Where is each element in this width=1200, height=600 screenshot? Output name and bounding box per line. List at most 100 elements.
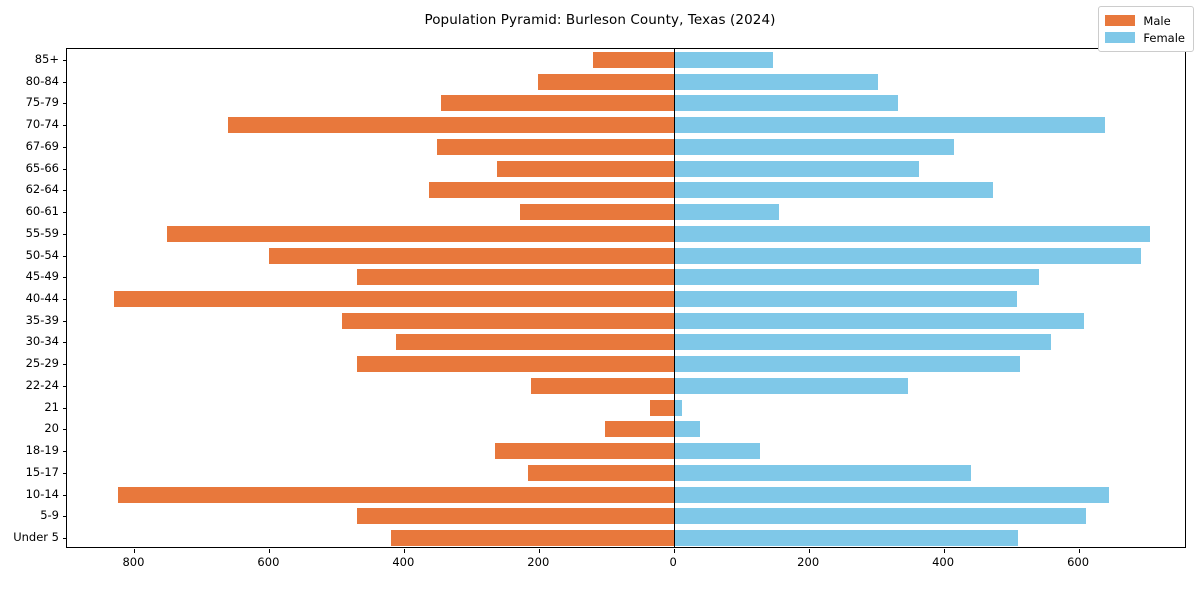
- y-axis-tick-label: 65-66: [25, 160, 59, 175]
- bar-male: [497, 160, 675, 177]
- y-axis-tick-label: 21: [44, 399, 59, 414]
- bar-male: [531, 377, 675, 394]
- bar-female: [674, 508, 1086, 525]
- y-axis-tick: [63, 472, 67, 474]
- x-axis-tick-label: 800: [122, 555, 145, 569]
- x-axis-tick-label: 200: [527, 555, 550, 569]
- y-axis-tick-label: 40-44: [25, 291, 59, 305]
- bar-female: [674, 530, 1019, 547]
- bar-male: [429, 182, 675, 199]
- y-axis-tick: [63, 342, 67, 344]
- x-axis-tick-label: 0: [669, 555, 677, 569]
- legend-swatch-male: [1105, 15, 1136, 26]
- bar-male: [228, 117, 675, 134]
- x-axis-tick: [269, 549, 271, 553]
- x-axis-tick: [674, 549, 676, 553]
- bar-male: [342, 312, 675, 329]
- y-axis-tick: [63, 538, 67, 540]
- x-axis-tick: [944, 549, 946, 553]
- x-axis-tick: [539, 549, 541, 553]
- y-axis-tick-label: 5-9: [40, 508, 59, 523]
- x-axis-tick: [1079, 549, 1081, 553]
- x-axis-tick-label: 400: [392, 555, 415, 569]
- bar-female: [674, 225, 1150, 242]
- y-axis-tick-label: 15-17: [25, 464, 59, 479]
- legend-label-female: Female: [1143, 30, 1185, 45]
- bar-male: [649, 399, 675, 416]
- bar-female: [674, 421, 700, 438]
- y-axis-tick: [63, 59, 67, 61]
- bar-female: [674, 291, 1017, 307]
- y-axis-tick: [63, 429, 67, 431]
- bar-female: [674, 312, 1085, 329]
- bar-female: [674, 269, 1039, 286]
- bar-female: [674, 464, 972, 481]
- bar-male: [593, 51, 675, 68]
- bar-female: [674, 138, 955, 155]
- bar-male: [520, 204, 675, 221]
- y-axis-tick: [63, 233, 67, 235]
- x-axis-tick-label: 400: [932, 555, 955, 569]
- bar-male: [166, 225, 675, 242]
- legend-label-male: Male: [1143, 13, 1171, 28]
- x-axis-tick-label: 600: [1067, 555, 1090, 569]
- y-axis-tick-label: 20: [44, 421, 59, 436]
- y-axis-tick: [63, 385, 67, 387]
- y-axis-tick-label: 55-59: [25, 225, 59, 240]
- y-axis-tick-label: 45-49: [25, 269, 59, 284]
- x-axis-tick: [134, 549, 136, 553]
- y-axis-tick: [63, 320, 67, 322]
- y-axis-tick-label: 85+: [34, 51, 59, 66]
- y-axis-tick-label: 80-84: [25, 73, 59, 88]
- y-axis-tick-label: 18-19: [25, 443, 59, 458]
- bar-male: [357, 508, 675, 525]
- y-axis-tick-label: 25-29: [25, 356, 59, 371]
- y-axis-tick-label: 50-54: [25, 247, 59, 262]
- bar-male: [537, 73, 675, 90]
- y-axis-tick: [63, 190, 67, 192]
- bar-female: [674, 443, 760, 460]
- x-axis-tick-label: 600: [257, 555, 280, 569]
- bar-male: [357, 269, 675, 286]
- bar-male: [527, 464, 675, 481]
- bar-male: [436, 138, 675, 155]
- bar-male: [495, 443, 675, 460]
- y-axis-tick: [63, 516, 67, 518]
- bar-male: [357, 356, 675, 373]
- legend-swatch-female: [1105, 32, 1136, 43]
- x-axis-tick-label: 200: [797, 555, 820, 569]
- chart-legend[interactable]: Male Female: [1098, 6, 1194, 52]
- bar-female: [674, 73, 878, 90]
- bar-female: [674, 95, 899, 112]
- bar-male: [605, 421, 675, 438]
- bar-female: [674, 356, 1020, 373]
- y-axis-tick-label: 67-69: [25, 138, 59, 153]
- bar-male: [441, 95, 675, 112]
- y-axis-tick-label: 30-34: [25, 334, 59, 349]
- bar-female: [674, 51, 774, 68]
- x-axis-tick: [809, 549, 811, 553]
- bar-female: [674, 334, 1051, 351]
- y-axis-tick: [63, 451, 67, 453]
- y-axis-tick: [63, 277, 67, 279]
- bar-male: [118, 486, 675, 503]
- bar-female: [674, 204, 779, 221]
- y-axis-tick: [63, 364, 67, 366]
- y-axis-tick: [63, 299, 67, 300]
- bar-female: [674, 182, 994, 199]
- y-axis-tick-label: 60-61: [25, 204, 59, 219]
- y-axis-tick: [63, 168, 67, 170]
- bar-female: [674, 486, 1110, 503]
- y-axis-tick-label: 62-64: [25, 182, 59, 197]
- bars-layer: [67, 49, 1185, 547]
- bar-male: [395, 334, 675, 351]
- y-axis-tick: [63, 103, 67, 105]
- legend-entry-female: Female: [1105, 29, 1185, 46]
- bar-female: [674, 399, 683, 416]
- x-axis-tick: [404, 549, 406, 553]
- bar-male: [114, 291, 675, 307]
- y-axis-tick: [63, 125, 67, 127]
- chart-title: Population Pyramid: Burleson County, Tex…: [424, 12, 776, 28]
- y-axis-tick-label: 10-14: [25, 486, 59, 501]
